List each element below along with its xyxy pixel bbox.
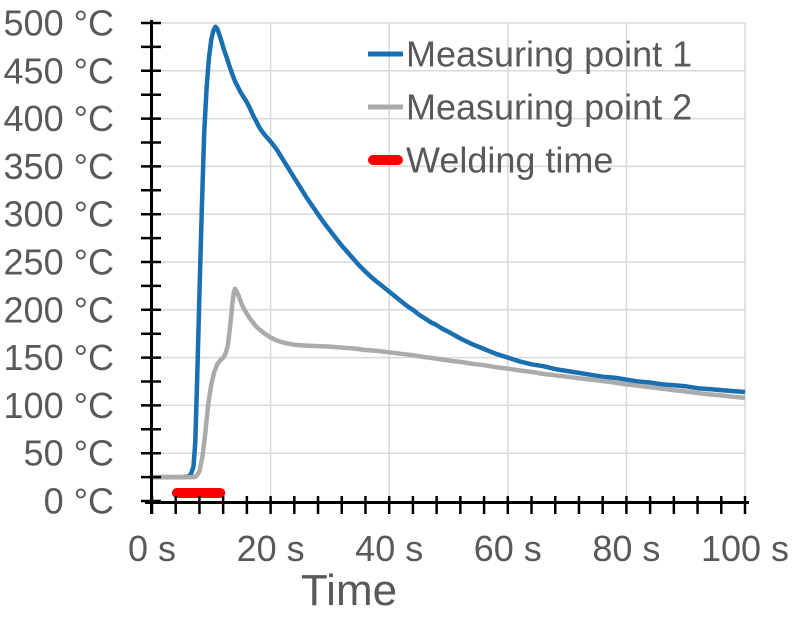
- legend-label: Measuring point 1: [406, 34, 692, 75]
- legend-item: Measuring point 2: [368, 87, 692, 128]
- series-line-measuring-point-2: [152, 286, 746, 480]
- x-tick-label: 80 s: [592, 528, 660, 569]
- legend: Measuring point 1 Measuring point 2 Weldin…: [368, 34, 692, 181]
- x-tick-label: 60 s: [474, 528, 542, 569]
- y-tick-label: 450 °C: [4, 50, 114, 91]
- y-tick-label: 400 °C: [4, 98, 114, 139]
- y-tick-label: 350 °C: [4, 146, 114, 187]
- y-tick-label: 100 °C: [4, 385, 114, 426]
- legend-item: Welding time: [368, 140, 613, 181]
- y-tick-label: 250 °C: [4, 242, 114, 283]
- y-tick-label: 300 °C: [4, 194, 114, 235]
- y-tick-label: 50 °C: [24, 433, 114, 474]
- series-line-measuring-point-1: [152, 24, 746, 480]
- x-tick-label: 40 s: [355, 528, 423, 569]
- x-tick-label: 100 s: [701, 528, 789, 569]
- x-tick-label: 0 s: [128, 528, 176, 569]
- y-tick-label: 500 °C: [4, 3, 114, 44]
- x-axis-title: Time: [301, 566, 397, 615]
- legend-item: Measuring point 1: [368, 34, 692, 75]
- x-tick-label: 20 s: [237, 528, 305, 569]
- y-tick-label: 200 °C: [4, 289, 114, 330]
- legend-label: Measuring point 2: [406, 87, 692, 128]
- y-tick-label: 150 °C: [4, 337, 114, 378]
- legend-label: Welding time: [406, 140, 613, 181]
- y-tick-label: 0 °C: [44, 481, 114, 522]
